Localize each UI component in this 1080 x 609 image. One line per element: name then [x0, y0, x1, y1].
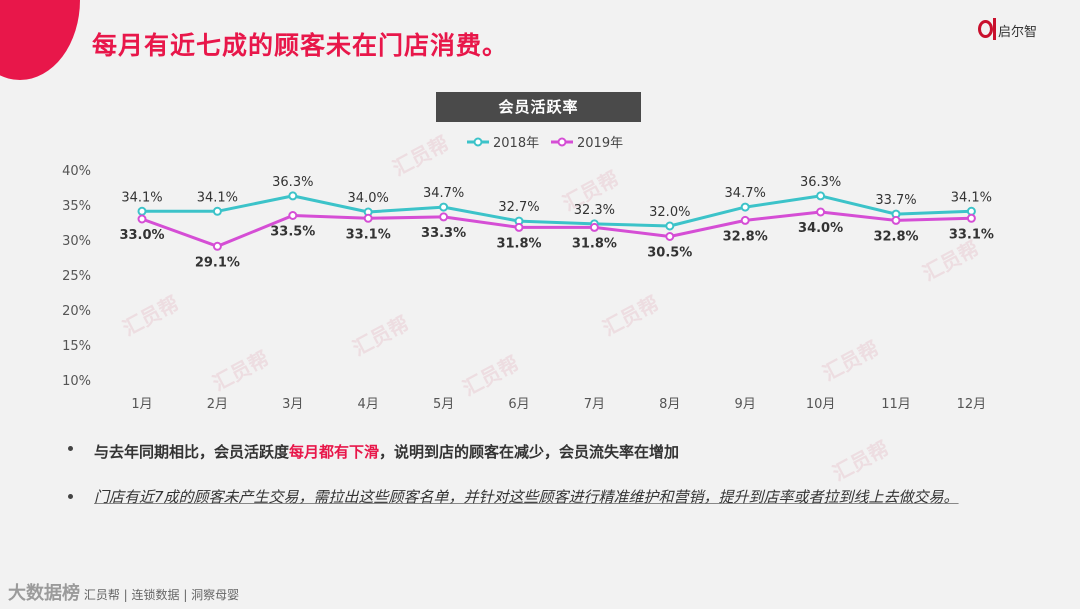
data-label: 33.3% [421, 226, 466, 241]
brand-name: 启尔智 [998, 25, 1038, 40]
y-tick-label: 15% [62, 339, 91, 354]
data-point [740, 202, 750, 212]
y-tick-label: 20% [62, 304, 91, 319]
data-label: 31.8% [572, 236, 617, 251]
data-point [589, 222, 599, 232]
bullet-1-text-pre: 与去年同期相比，会员活跃度 [94, 443, 290, 461]
series-line-2019年 [141, 210, 972, 248]
data-label: 34.1% [121, 190, 162, 205]
data-label: 34.7% [423, 186, 464, 201]
data-label: 33.0% [119, 228, 164, 243]
logo-bar-icon [993, 18, 996, 40]
data-label: 32.8% [873, 229, 918, 244]
bullet-dot-icon [68, 446, 73, 451]
legend-marker [473, 137, 483, 147]
data-label: 33.7% [875, 193, 916, 208]
x-tick-label: 11月 [881, 397, 911, 412]
data-label: 34.1% [951, 190, 992, 205]
x-tick-label: 5月 [433, 397, 454, 412]
x-tick-label: 1月 [131, 397, 152, 412]
data-label: 32.3% [574, 203, 615, 218]
data-point [740, 215, 750, 225]
data-point [439, 202, 449, 212]
legend-marker [557, 137, 567, 147]
data-label: 34.1% [197, 190, 238, 205]
y-tick-label: 30% [62, 234, 91, 249]
data-point [288, 191, 298, 201]
data-label: 29.1% [195, 255, 240, 270]
data-point [288, 211, 298, 220]
data-point [212, 241, 222, 251]
page-title: 每月有近七成的顾客未在门店消费。 [92, 31, 509, 60]
footer-small-text: 汇员帮 | 连锁数据 | 洞察母婴 [83, 588, 240, 602]
data-label: 32.7% [498, 200, 539, 215]
data-label: 33.1% [949, 227, 994, 242]
bullet-item: 与去年同期相比，会员活跃度每月都有下滑，说明到店的顾客在减少，会员流失率在增加 [64, 440, 984, 464]
y-tick-label: 10% [62, 374, 91, 389]
data-point [212, 206, 222, 216]
data-point [363, 213, 373, 223]
series-line-2018年 [142, 194, 972, 228]
footer-credit: 大数据榜 汇员帮 | 连锁数据 | 洞察母婴 [8, 579, 239, 605]
data-label: 34.7% [725, 186, 766, 201]
bullet-1-text-post: ，说明到店的顾客在减少，会员流失率在增加 [379, 443, 680, 461]
data-label: 33.1% [346, 227, 391, 242]
data-label: 31.8% [496, 236, 541, 251]
y-tick-label: 40% [62, 164, 91, 179]
data-point [439, 212, 449, 222]
data-point [891, 215, 901, 225]
data-label: 32.0% [649, 205, 690, 220]
data-point [514, 222, 524, 232]
data-point [816, 191, 826, 201]
bullet-dot-icon [68, 494, 73, 499]
y-tick-label: 25% [62, 269, 91, 284]
data-point [137, 206, 147, 216]
data-label: 32.8% [723, 229, 768, 244]
line-chart: 40% 35% 30% 25% 20% 15% 10% 1月 2月 3月 4月 5月 6月 7月 8月 9月 1… [62, 136, 994, 412]
x-tick-label: 10月 [806, 397, 836, 412]
x-tick-label: 4月 [358, 397, 379, 412]
data-point [966, 213, 976, 223]
legend-label: 2018年 [493, 136, 539, 151]
brand-logo: 启尔智 [978, 18, 1040, 44]
data-point [966, 206, 976, 216]
data-label: 30.5% [647, 246, 692, 261]
bullet-2-text: 门店有近7成的顾客未产生交易，需拉出这些顾客名单，并针对这些顾客进行精准维护和营… [94, 488, 959, 506]
data-label: 36.3% [272, 175, 313, 190]
y-tick-label: 35% [62, 199, 91, 214]
legend-label: 2019年 [577, 136, 623, 151]
x-tick-label: 3月 [282, 397, 303, 412]
data-point [665, 221, 675, 231]
x-tick-label: 12月 [957, 397, 987, 412]
bullet-1-highlight: 每月都有下滑 [289, 443, 380, 461]
x-tick-label: 6月 [508, 397, 529, 412]
x-tick-label: 2月 [207, 397, 228, 412]
bullet-list: 与去年同期相比，会员活跃度每月都有下滑，说明到店的顾客在减少，会员流失率在增加 … [64, 440, 984, 510]
data-point [816, 207, 826, 217]
x-tick-label: 9月 [735, 397, 756, 412]
chart-header: 会员活跃率 [436, 92, 641, 122]
data-label: 34.0% [348, 191, 389, 206]
data-label: 36.3% [800, 175, 841, 190]
x-tick-label: 7月 [584, 397, 605, 412]
logo-q-icon [978, 20, 993, 38]
data-point [137, 214, 147, 224]
x-tick-label: 8月 [659, 397, 680, 412]
data-label: 34.0% [798, 221, 843, 236]
footer-big-text: 大数据榜 [8, 583, 80, 604]
data-label: 33.5% [270, 225, 315, 240]
bullet-item: 门店有近7成的顾客未产生交易，需拉出这些顾客名单，并针对这些顾客进行精准维护和营… [64, 484, 984, 510]
data-point [665, 232, 675, 241]
